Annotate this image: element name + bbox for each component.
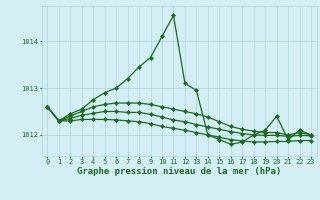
X-axis label: Graphe pression niveau de la mer (hPa): Graphe pression niveau de la mer (hPa) [77,167,281,176]
